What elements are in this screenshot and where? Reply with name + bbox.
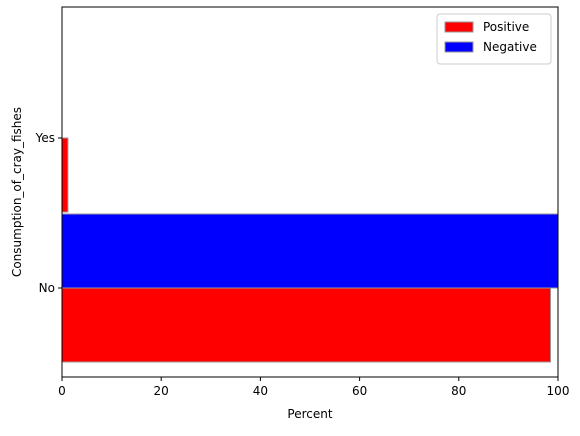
y-tick-label: No (39, 281, 55, 295)
y-tick-label: Yes (35, 131, 55, 145)
x-tick-label: 0 (58, 384, 66, 398)
x-tick-label: 80 (451, 384, 466, 398)
legend: Positive Negative (436, 13, 552, 65)
legend-label-positive: Positive (483, 20, 529, 34)
x-axis-ticks: 0 20 40 60 80 100 (58, 377, 569, 398)
x-tick-label: 60 (352, 384, 367, 398)
x-tick-label: 100 (547, 384, 570, 398)
bar-positive-no (61, 287, 552, 363)
x-axis-label: Percent (287, 407, 332, 421)
bar-negative-no (61, 213, 559, 289)
y-axis-ticks: No Yes (35, 131, 62, 295)
axes-frame (61, 6, 559, 378)
legend-swatch-negative (444, 41, 474, 53)
x-tick-label: 40 (253, 384, 268, 398)
y-axis-label: Consumption_of_cray_fishes (10, 107, 24, 277)
x-tick-label: 20 (154, 384, 169, 398)
bar-positive-yes (61, 137, 69, 213)
bars-group (61, 137, 559, 363)
legend-label-negative: Negative (483, 40, 537, 54)
legend-swatch-positive (444, 21, 474, 33)
